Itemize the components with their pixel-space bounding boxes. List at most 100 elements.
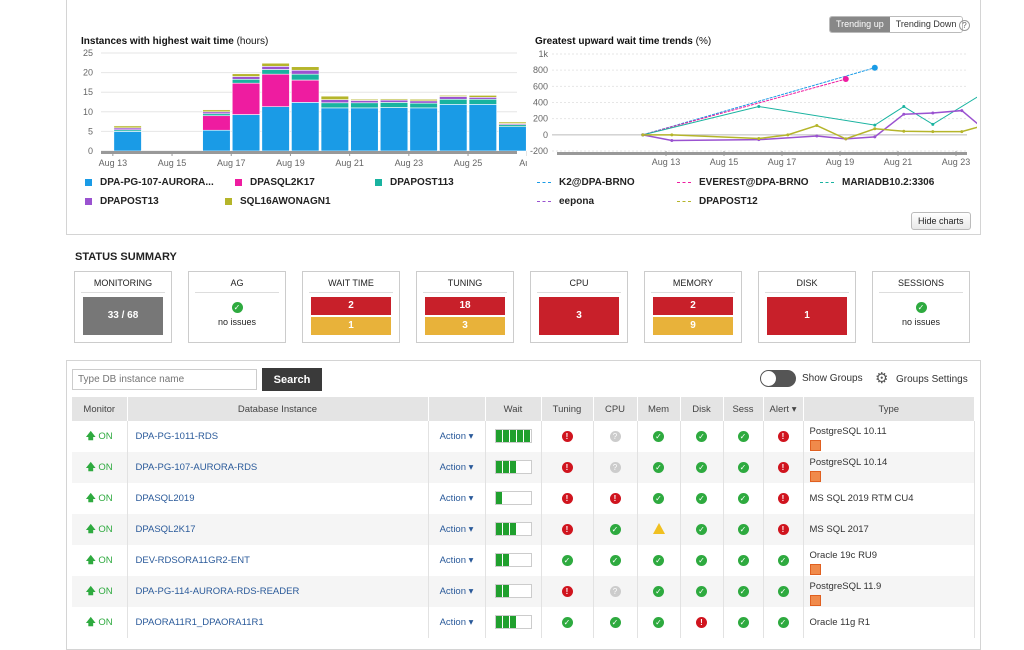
- legend-item[interactable]: K2@DPA-BRNO: [537, 177, 635, 188]
- legend-item[interactable]: EVEREST@DPA-BRNO: [677, 177, 809, 188]
- column-header[interactable]: Mem: [637, 397, 681, 421]
- cpu-status[interactable]: ?: [593, 452, 638, 483]
- disk-status[interactable]: ✓: [680, 483, 724, 514]
- tuning-status[interactable]: !: [541, 452, 594, 483]
- mem-status[interactable]: ✓: [637, 421, 681, 452]
- alert-status[interactable]: !: [763, 483, 804, 514]
- column-header[interactable]: Monitor: [72, 397, 128, 421]
- legend-item[interactable]: DPAPOST12: [677, 196, 758, 207]
- tuning-status[interactable]: !: [541, 483, 594, 514]
- status-value[interactable]: 18: [425, 297, 505, 315]
- status-box-disk[interactable]: DISK 1: [758, 271, 856, 343]
- status-value[interactable]: 3: [539, 297, 619, 335]
- sess-status[interactable]: ✓: [723, 514, 764, 545]
- action-dropdown[interactable]: Action ▾: [428, 514, 486, 545]
- monitor-status[interactable]: ON: [98, 492, 113, 504]
- status-value[interactable]: 33 / 68: [83, 297, 163, 335]
- monitor-status[interactable]: ON: [98, 616, 113, 628]
- action-dropdown[interactable]: Action ▾: [428, 421, 486, 452]
- status-box-memory[interactable]: MEMORY 2 9: [644, 271, 742, 343]
- table-row[interactable]: 🡅 ON DPASQL2019 Action ▾!! ✓ ✓ ✓! MS SQL 2019 …: [72, 483, 975, 514]
- column-header[interactable]: Type: [803, 397, 975, 421]
- alert-status[interactable]: !: [763, 514, 804, 545]
- sess-status[interactable]: ✓: [723, 607, 764, 638]
- status-box-sessions[interactable]: SESSIONS ✓ no issues: [872, 271, 970, 343]
- column-header[interactable]: Sess: [723, 397, 764, 421]
- column-header[interactable]: Disk: [680, 397, 724, 421]
- action-dropdown[interactable]: Action ▾: [428, 452, 486, 483]
- mem-status[interactable]: ✓: [637, 452, 681, 483]
- cpu-status[interactable]: ✓: [593, 607, 638, 638]
- sess-status[interactable]: ✓: [723, 545, 764, 576]
- column-header[interactable]: Wait: [485, 397, 542, 421]
- status-box-wait-time[interactable]: WAIT TIME 2 1: [302, 271, 400, 343]
- search-input[interactable]: [72, 369, 257, 390]
- table-row[interactable]: 🡅 ON DEV-RDSORA11GR2-ENT Action ▾ ✓ ✓ ✓ ✓ ✓ ✓ Ora…: [72, 545, 975, 576]
- cpu-status[interactable]: ✓: [593, 545, 638, 576]
- disk-status[interactable]: ✓: [680, 576, 724, 607]
- monitor-status[interactable]: ON: [98, 523, 113, 535]
- mem-status[interactable]: ✓: [637, 607, 681, 638]
- legend-item[interactable]: DPAPOST13: [85, 196, 159, 207]
- cpu-status[interactable]: !: [593, 483, 638, 514]
- alert-status[interactable]: ✓: [763, 545, 804, 576]
- cpu-status[interactable]: ✓: [593, 514, 638, 545]
- show-groups-toggle[interactable]: [760, 370, 796, 387]
- tuning-status[interactable]: !: [541, 421, 594, 452]
- table-row[interactable]: 🡅 ON DPASQL2K17 Action ▾! ✓ ✓ ✓! MS SQL 2017: [72, 514, 975, 545]
- mem-status[interactable]: ✓: [637, 483, 681, 514]
- cpu-status[interactable]: ?: [593, 421, 638, 452]
- column-header[interactable]: Database Instance: [127, 397, 429, 421]
- tuning-status[interactable]: ✓: [541, 545, 594, 576]
- sess-status[interactable]: ✓: [723, 483, 764, 514]
- status-box-tuning[interactable]: TUNING 18 3: [416, 271, 514, 343]
- instance-link[interactable]: DPASQL2019: [127, 483, 429, 514]
- instance-link[interactable]: DPA-PG-107-AURORA-RDS: [127, 452, 429, 483]
- disk-status[interactable]: ✓: [680, 514, 724, 545]
- alert-status[interactable]: !: [763, 452, 804, 483]
- status-box-cpu[interactable]: CPU 3: [530, 271, 628, 343]
- tuning-status[interactable]: !: [541, 576, 594, 607]
- status-box-monitoring[interactable]: MONITORING 33 / 68: [74, 271, 172, 343]
- action-dropdown[interactable]: Action ▾: [428, 576, 486, 607]
- instance-link[interactable]: DPA-PG-114-AURORA-RDS-READER: [127, 576, 429, 607]
- sess-status[interactable]: ✓: [723, 452, 764, 483]
- mem-status[interactable]: ✓: [637, 576, 681, 607]
- hide-charts-button[interactable]: Hide charts: [911, 212, 971, 230]
- disk-status[interactable]: !: [680, 607, 724, 638]
- status-value[interactable]: 3: [425, 317, 505, 335]
- monitor-status[interactable]: ON: [98, 554, 113, 566]
- tuning-status[interactable]: ✓: [541, 607, 594, 638]
- disk-status[interactable]: ✓: [680, 421, 724, 452]
- alert-status[interactable]: !: [763, 421, 804, 452]
- monitor-status[interactable]: ON: [98, 430, 113, 442]
- legend-item[interactable]: DPASQL2K17: [235, 177, 315, 188]
- legend-item[interactable]: eepona: [537, 196, 594, 207]
- search-button[interactable]: Search: [262, 368, 322, 391]
- trending-down-button[interactable]: Trending Down: [889, 17, 963, 32]
- alert-status[interactable]: ✓: [763, 607, 804, 638]
- table-row[interactable]: 🡅 ON DPA-PG-107-AURORA-RDS Action ▾!? ✓ ✓ ✓! P…: [72, 452, 975, 483]
- instance-link[interactable]: DPAORA11R1_DPAORA11R1: [127, 607, 429, 638]
- legend-item[interactable]: SQL16AWONAGN1: [225, 196, 331, 207]
- instance-link[interactable]: DEV-RDSORA11GR2-ENT: [127, 545, 429, 576]
- status-value[interactable]: 2: [653, 297, 733, 315]
- action-dropdown[interactable]: Action ▾: [428, 545, 486, 576]
- table-row[interactable]: 🡅 ON DPAORA11R1_DPAORA11R1 Action ▾ ✓ ✓ ✓! ✓ ✓ O…: [72, 607, 975, 638]
- status-value[interactable]: 1: [767, 297, 847, 335]
- disk-status[interactable]: ✓: [680, 452, 724, 483]
- sess-status[interactable]: ✓: [723, 576, 764, 607]
- status-value[interactable]: 9: [653, 317, 733, 335]
- gear-icon[interactable]: ⚙: [875, 370, 889, 387]
- disk-status[interactable]: ✓: [680, 545, 724, 576]
- status-box-ag[interactable]: AG ✓ no issues: [188, 271, 286, 343]
- tuning-status[interactable]: !: [541, 514, 594, 545]
- mem-status[interactable]: ✓: [637, 545, 681, 576]
- column-header[interactable]: [428, 397, 486, 421]
- instance-link[interactable]: DPA-PG-1011-RDS: [127, 421, 429, 452]
- question-circle-icon[interactable]: ?: [959, 20, 970, 31]
- mem-status[interactable]: [637, 514, 681, 545]
- sess-status[interactable]: ✓: [723, 421, 764, 452]
- cpu-status[interactable]: ?: [593, 576, 638, 607]
- column-header[interactable]: CPU: [593, 397, 638, 421]
